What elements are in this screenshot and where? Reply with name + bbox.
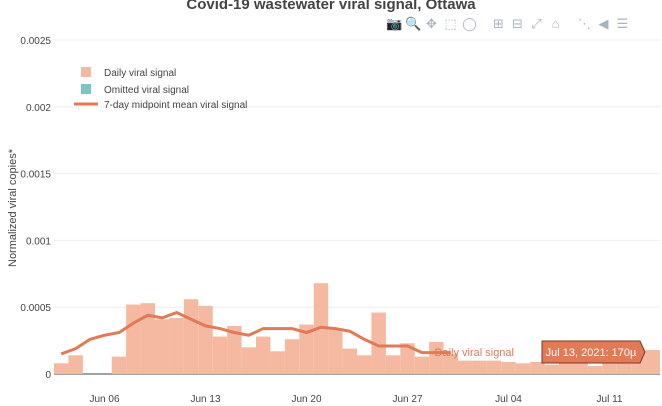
zoom-icon[interactable]: 🔍 — [405, 15, 422, 31]
bar-daily[interactable] — [169, 317, 184, 374]
bar-daily[interactable] — [544, 364, 559, 374]
y-tick-label: 0 — [45, 370, 51, 381]
bar-daily[interactable] — [111, 356, 127, 374]
x-tick-label: Jun 27 — [392, 394, 422, 405]
bar-daily[interactable] — [328, 328, 343, 374]
zoom-in-icon[interactable]: ⊞ — [493, 15, 504, 31]
hover-closest-icon[interactable]: ◀ — [598, 15, 609, 31]
camera-icon[interactable]: 📷 — [386, 15, 403, 31]
hover-box — [541, 340, 646, 364]
y-tick-label: 0.002 — [26, 103, 51, 114]
x-tick-label: Jun 13 — [190, 394, 220, 405]
legend-label-omitted[interactable]: Omitted viral signal — [104, 85, 189, 96]
bar-daily[interactable] — [284, 339, 300, 374]
autoscale-icon[interactable]: ⤢ — [531, 15, 542, 31]
x-tick-label: Jun 06 — [89, 394, 119, 405]
hover-compare-icon[interactable]: ☰ — [616, 15, 629, 31]
bar-daily[interactable] — [559, 361, 574, 374]
line-7-day-mean-path[interactable] — [60, 311, 451, 356]
hover-label: Daily viral signal Jul 13, 2021: 170µ — [435, 340, 646, 364]
bar-daily[interactable] — [256, 336, 271, 374]
bar-daily[interactable] — [385, 355, 401, 374]
bar-daily[interactable] — [155, 319, 170, 374]
lasso-select-icon[interactable]: ◯ — [462, 15, 477, 31]
bar-daily[interactable] — [54, 363, 69, 374]
bar-daily[interactable] — [140, 303, 155, 374]
bar-daily[interactable] — [515, 363, 531, 374]
spike-lines-icon[interactable]: ⋱ — [578, 15, 591, 31]
y-tick-label: 0.0015 — [20, 170, 51, 181]
pan-icon[interactable]: ✥ — [426, 15, 437, 31]
y-axis-ticks: 0 0.0005 0.001 0.0015 0.002 0.0025 — [20, 36, 51, 381]
y-axis-title: Normalized viral copies* — [7, 148, 19, 267]
bar-daily[interactable] — [198, 305, 213, 374]
bar-daily[interactable] — [616, 360, 632, 374]
home-icon[interactable]: ⌂ — [551, 15, 560, 31]
x-axis-ticks: Jun 06 Jun 13 Jun 20 Jun 27 Jul 04 Jul 11 — [89, 394, 622, 405]
bar-daily[interactable] — [241, 347, 256, 374]
y-tick-label: 0.0005 — [20, 303, 51, 314]
bar-daily[interactable] — [602, 361, 617, 374]
legend-swatch-omitted — [81, 84, 91, 94]
bar-daily[interactable] — [357, 355, 372, 374]
hover-series-name: Daily viral signal — [435, 347, 514, 359]
bar-daily[interactable] — [183, 299, 199, 374]
x-tick-label: Jun 20 — [291, 394, 321, 405]
box-select-icon[interactable]: ⬚ — [444, 15, 457, 31]
bar-daily[interactable] — [645, 349, 660, 374]
bar-daily[interactable] — [501, 361, 516, 374]
bar-daily[interactable] — [270, 351, 285, 374]
bar-daily[interactable] — [299, 324, 314, 374]
legend: Daily viral signal Omitted viral signal … — [74, 67, 247, 111]
bar-daily[interactable] — [126, 304, 141, 374]
legend-label-daily[interactable]: Daily viral signal — [104, 68, 176, 79]
legend-swatch-daily — [81, 67, 91, 77]
bar-daily[interactable] — [429, 341, 444, 374]
legend-label-mean[interactable]: 7-day midpoint mean viral signal — [104, 100, 247, 111]
bar-daily[interactable] — [371, 312, 386, 374]
x-tick-label: Jul 04 — [495, 394, 522, 405]
bar-daily[interactable] — [530, 361, 545, 374]
bar-daily[interactable] — [68, 355, 83, 374]
y-tick-label: 0.0025 — [20, 36, 51, 47]
hover-value: Jul 13, 2021: 170µ — [546, 347, 637, 359]
bar-daily[interactable] — [458, 360, 473, 374]
zoom-out-icon[interactable]: ⊟ — [512, 15, 523, 31]
bar-daily[interactable] — [400, 343, 415, 374]
bar-daily[interactable] — [342, 348, 357, 374]
bar-daily[interactable] — [414, 356, 430, 374]
y-tick-label: 0.001 — [26, 236, 51, 247]
chart-title: Covid-19 wastewater viral signal, Ottawa — [186, 0, 476, 13]
bar-daily[interactable] — [486, 360, 502, 374]
bar-daily[interactable] — [587, 365, 603, 374]
bar-daily[interactable] — [212, 336, 228, 374]
bar-daily[interactable] — [227, 325, 242, 374]
bar-daily[interactable] — [472, 360, 487, 374]
bar-daily[interactable] — [443, 353, 458, 374]
line-7-day-mean[interactable] — [60, 311, 451, 356]
x-tick-label: Jul 11 — [597, 394, 623, 405]
modebar-toolbar: 📷 🔍 ✥ ⬚ ◯ ⊞ ⊟ ⤢ ⌂ ⋱ ◀ ☰ — [386, 14, 630, 32]
